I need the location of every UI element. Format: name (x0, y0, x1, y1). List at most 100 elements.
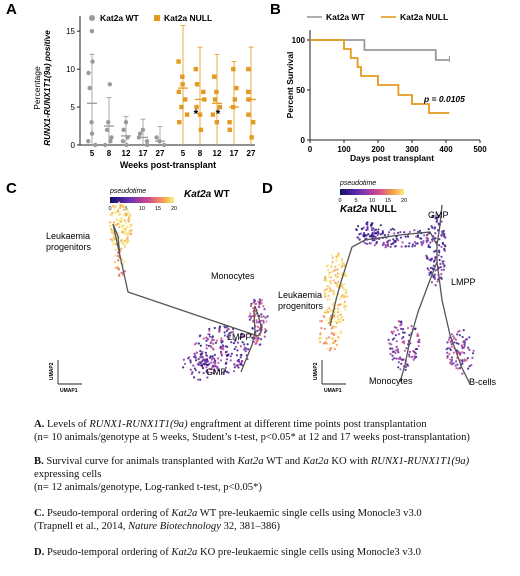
panel-d-cell (432, 260, 435, 263)
panel-c-cell (262, 315, 265, 318)
panel-d-cell (406, 363, 409, 366)
panel-c-cell (207, 344, 210, 347)
panel-d-cell (427, 268, 430, 271)
legend-null-label: Kat2a NULL (164, 13, 212, 23)
panel-d-cell (423, 234, 426, 237)
panel-c-cell (109, 221, 112, 224)
legend-null-marker (154, 15, 160, 21)
panel-c-cell (211, 357, 214, 360)
panel-a-xtick-label: 8 (107, 149, 112, 158)
panel-d-cell (416, 234, 420, 237)
panel-d-cell (341, 257, 344, 260)
panel-c-cell (220, 341, 223, 344)
panel-c-cell (228, 334, 232, 337)
panel-c-cell (222, 372, 225, 375)
panel-d-cell (439, 266, 442, 269)
panel-d-cell (373, 229, 376, 232)
panel-d-cell (373, 235, 376, 238)
panel-d-cell (328, 337, 332, 340)
panel-c-colorbar (110, 197, 174, 203)
panel-c-cell (221, 346, 224, 349)
panel-c-cell (121, 205, 124, 208)
panel-c-cell (188, 356, 191, 359)
panel-c-cell (240, 332, 243, 335)
panel-d-cell (408, 242, 411, 245)
panel-c-cell (231, 330, 235, 334)
colorbar-tick-label: 0 (338, 198, 341, 204)
panel-c-cell (199, 378, 202, 381)
panel-c-trajectory (112, 223, 263, 373)
panel-d-cell (325, 309, 328, 312)
panel-d-cell (432, 276, 435, 279)
legend-wt-label: Kat2a WT (100, 13, 140, 23)
panel-d-colorbar-label: pseudotime (339, 180, 376, 187)
panel-c-cell (117, 207, 120, 210)
panel-d-cell (450, 356, 454, 359)
panel-d-cell (446, 351, 449, 354)
panel-d-cell (339, 310, 342, 313)
panel-d-cell (372, 227, 375, 230)
panel-c-cell (118, 222, 121, 225)
panel-a-ytick-label: 0 (71, 141, 76, 150)
panel-d-cell (319, 333, 322, 336)
panel-c-cell (253, 302, 256, 305)
panel-d-cell (433, 277, 436, 280)
panel-c-cell (124, 245, 127, 249)
panel-d-cell (343, 295, 346, 298)
panel-d-cell (444, 236, 447, 239)
panel-d-cell (328, 276, 331, 279)
panel-d-cell (430, 281, 433, 284)
panel-d-cell (461, 351, 464, 354)
panel-d-cell (405, 347, 408, 350)
panel-c-cell (120, 218, 123, 221)
panel-d-cell (337, 280, 340, 283)
panel-c-cell (220, 352, 223, 355)
panel-d-cell (452, 362, 455, 365)
panel-c-cell (263, 308, 266, 311)
panel-a-point-null (217, 104, 223, 110)
panel-d-cell (457, 367, 460, 370)
panel-d-cell (362, 226, 365, 229)
panel-c-cell (220, 337, 223, 340)
panel-c-cell (205, 336, 208, 340)
panel-a-point-wt (86, 139, 91, 144)
panel-d-cell (432, 264, 435, 267)
panel-c-cell (243, 335, 246, 338)
panel-c-cell (206, 364, 209, 367)
panel-c-cell (126, 237, 129, 240)
panel-d-cell (366, 228, 369, 231)
panel-c-cell (204, 351, 207, 354)
panel-d-cell (336, 321, 339, 325)
panel-d-cell (337, 263, 340, 266)
panel-c-cell (182, 366, 185, 369)
panel-d-cell (336, 307, 339, 310)
panel-c-cell (263, 335, 266, 338)
panel-d-cell (414, 348, 417, 351)
caption-c-ref-1: (Trapnell et al., 2014, (34, 521, 129, 533)
panel-d-cell (463, 351, 466, 355)
panel-d-cell (400, 327, 403, 330)
panel-c-cell (260, 299, 263, 302)
panel-a-ylabel-1: Percentage (32, 66, 42, 110)
panel-letter-b: B (270, 1, 281, 18)
caption-d-letter: D. (34, 547, 45, 558)
panel-c-cell (230, 331, 233, 334)
panel-c-cell (219, 350, 223, 353)
panel-d-cell (408, 350, 412, 353)
panel-c-label-lmpp: LMPP (227, 332, 252, 342)
panel-d-cell (389, 239, 392, 242)
panel-d-cell (388, 231, 391, 234)
panel-a-point-wt (121, 127, 126, 133)
panel-c-cell (197, 358, 200, 361)
panel-c-cell (192, 364, 195, 367)
panel-d-cell (433, 227, 436, 230)
panel-c-cell (225, 329, 228, 332)
colorbar-tick-label: 15 (385, 198, 391, 204)
panel-d-cell (426, 239, 429, 242)
panel-d-cell (410, 325, 413, 328)
panel-c-cell (116, 266, 119, 269)
panel-d-cell (389, 352, 392, 356)
panel-c-cell (239, 356, 242, 359)
